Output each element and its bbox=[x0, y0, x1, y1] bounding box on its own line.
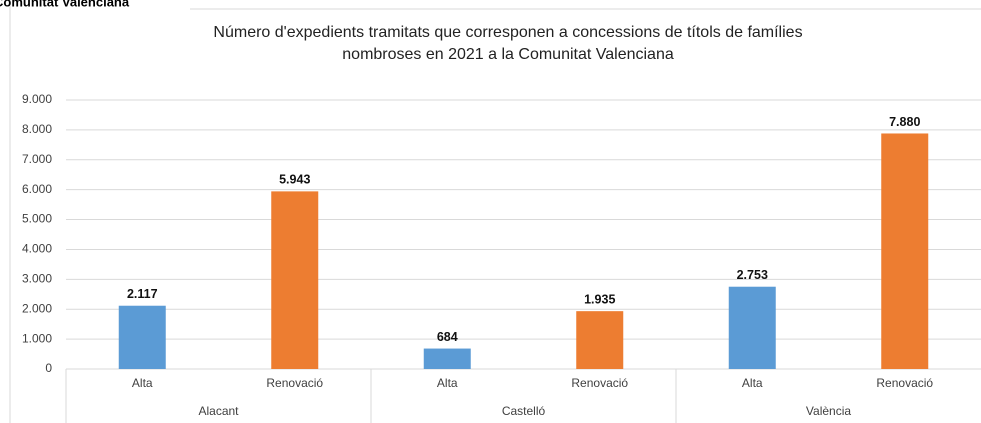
x-tick-label: Alta bbox=[132, 376, 153, 390]
group-label: Castelló bbox=[502, 404, 546, 418]
bar bbox=[118, 305, 166, 369]
chart-title: nombroses en 2021 a la Comunitat Valenci… bbox=[342, 46, 674, 63]
group-label: València bbox=[806, 404, 851, 418]
y-tick-label: 6.000 bbox=[22, 182, 52, 196]
x-tick-label: Alta bbox=[437, 376, 458, 390]
chart-title: Número d'expedients tramitats que corres… bbox=[213, 24, 802, 41]
value-label: 2.753 bbox=[737, 268, 768, 282]
y-tick-label: 0 bbox=[45, 361, 52, 375]
value-label: 5.943 bbox=[279, 173, 310, 187]
x-tick-label: Renovació bbox=[266, 376, 323, 390]
value-label: 2.117 bbox=[127, 287, 158, 301]
bar bbox=[271, 191, 319, 369]
value-label: 684 bbox=[437, 330, 458, 344]
bar bbox=[423, 348, 471, 369]
y-tick-label: 1.000 bbox=[22, 331, 52, 345]
group-label: Alacant bbox=[198, 404, 239, 418]
y-tick-label: 8.000 bbox=[22, 122, 52, 136]
bar bbox=[881, 133, 929, 369]
y-tick-label: 4.000 bbox=[22, 242, 52, 256]
y-tick-label: 9.000 bbox=[22, 92, 52, 106]
value-label: 7.880 bbox=[889, 115, 920, 129]
value-label: 1.935 bbox=[584, 292, 615, 306]
y-tick-label: 5.000 bbox=[22, 212, 52, 226]
y-tick-label: 2.000 bbox=[22, 301, 52, 315]
x-tick-label: Renovació bbox=[876, 376, 933, 390]
header: Comunitat Valenciana bbox=[0, 0, 130, 9]
y-tick-label: 7.000 bbox=[22, 152, 52, 166]
bar bbox=[728, 286, 776, 369]
x-tick-label: Renovació bbox=[571, 376, 628, 390]
x-tick-label: Alta bbox=[742, 376, 763, 390]
bar bbox=[576, 311, 624, 369]
y-tick-label: 3.000 bbox=[22, 272, 52, 286]
